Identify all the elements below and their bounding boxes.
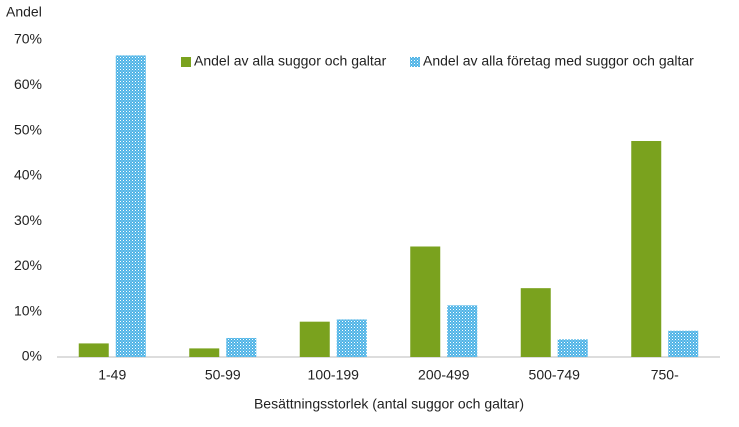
bar	[115, 55, 146, 357]
x-tick-label: 1-49	[98, 367, 126, 383]
bar	[189, 348, 220, 357]
bar	[410, 246, 441, 357]
bar	[668, 330, 699, 357]
y-tick-label: 40%	[14, 167, 42, 183]
legend-label: Andel av alla suggor och galtar	[194, 53, 387, 69]
bar	[447, 305, 478, 357]
bar	[78, 343, 109, 357]
x-tick-label: 200-499	[418, 367, 470, 383]
y-tick-label: 30%	[14, 212, 42, 228]
legend-swatch	[410, 57, 420, 67]
bar	[631, 140, 662, 357]
legend-swatch	[181, 57, 191, 67]
x-tick-label: 750-	[651, 367, 679, 383]
bar	[336, 319, 367, 357]
y-tick-label: 10%	[14, 302, 42, 318]
x-tick-label: 50-99	[205, 367, 241, 383]
bar	[299, 321, 330, 357]
legend-label: Andel av alla företag med suggor och gal…	[423, 53, 694, 69]
x-axis-label: Besättningsstorlek (antal suggor och gal…	[254, 396, 524, 412]
bar	[520, 288, 551, 357]
y-tick-label: 60%	[14, 76, 42, 92]
bar	[557, 339, 588, 357]
y-axis-label: Andel	[6, 4, 42, 20]
x-tick-label: 500-749	[529, 367, 581, 383]
x-tick-label: 100-199	[308, 367, 360, 383]
y-tick-label: 70%	[14, 31, 42, 47]
y-tick-label: 20%	[14, 257, 42, 273]
y-tick-label: 0%	[22, 348, 42, 364]
bar	[226, 337, 257, 357]
y-tick-label: 50%	[14, 121, 42, 137]
